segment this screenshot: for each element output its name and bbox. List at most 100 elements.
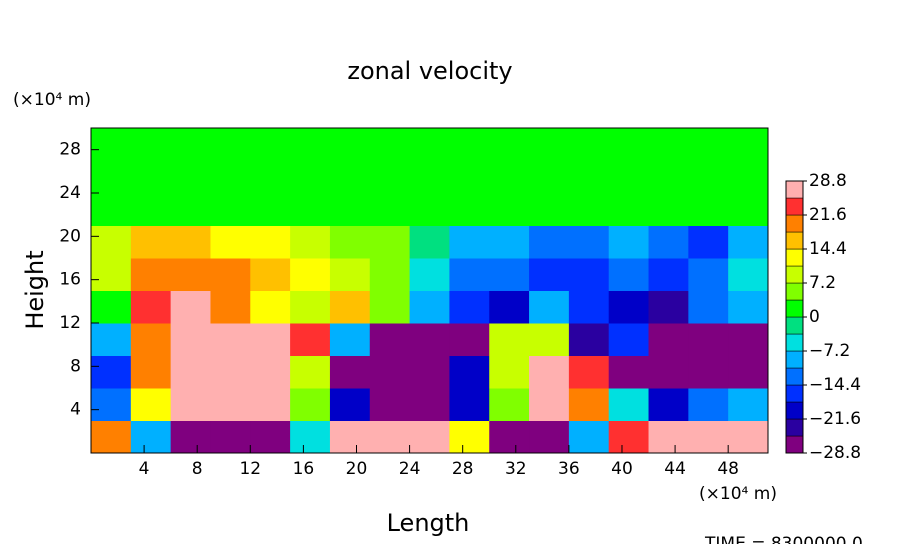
cell (250, 160, 291, 194)
colorbar-box (785, 299, 804, 318)
cell (91, 420, 132, 454)
cell (648, 323, 689, 356)
cell (688, 290, 729, 324)
cell (449, 160, 490, 194)
cell (130, 323, 172, 356)
cell (369, 290, 411, 324)
x-axis-label: Length (387, 509, 470, 537)
cell (369, 160, 411, 194)
colorbar-box (785, 367, 804, 386)
cell (449, 323, 490, 356)
cell (170, 355, 211, 389)
colorbar-box (785, 384, 804, 403)
cell (568, 225, 610, 259)
cell (648, 128, 689, 161)
cell (210, 420, 251, 454)
cell (91, 323, 132, 356)
cell (329, 225, 371, 259)
y-tick-label: 4 (70, 400, 81, 420)
cell (369, 355, 411, 389)
cell (170, 323, 211, 356)
cell (529, 128, 570, 161)
cell (91, 388, 132, 421)
x-tick-label: 32 (505, 459, 527, 479)
footer: TIME = 8300000.0 (704, 534, 863, 544)
cell (329, 258, 371, 291)
cell (728, 258, 769, 291)
cell (608, 160, 650, 194)
y-tick-label: 8 (70, 356, 81, 376)
cell (170, 128, 211, 161)
colorbar-label: 0 (809, 307, 820, 327)
cell (290, 420, 331, 454)
cell (170, 388, 211, 421)
colorbar-box (785, 248, 804, 267)
y-tick-label: 20 (59, 226, 81, 246)
cell (170, 258, 211, 291)
cell (91, 160, 132, 194)
cell (369, 388, 411, 421)
cell (170, 420, 211, 454)
cell (170, 290, 211, 324)
cell (688, 420, 729, 454)
cell (648, 355, 689, 389)
cell (568, 355, 610, 389)
cell (130, 420, 172, 454)
cell (210, 323, 251, 356)
cell (210, 193, 251, 226)
colorbar-box (785, 214, 804, 233)
y-unit: (×10⁴ m) (13, 90, 91, 110)
x-tick-label: 40 (611, 459, 633, 479)
cell (130, 355, 172, 389)
cell (648, 420, 689, 454)
cell (329, 388, 371, 421)
cell (250, 290, 291, 324)
y-axis-label: Height (21, 250, 49, 329)
cell (688, 323, 729, 356)
cell (608, 128, 650, 161)
cell (369, 258, 411, 291)
cell (688, 355, 729, 389)
cell (489, 225, 530, 259)
cell (369, 420, 411, 454)
cell (210, 388, 251, 421)
cell (329, 193, 371, 226)
cell (409, 128, 450, 161)
cell (489, 258, 530, 291)
cell (210, 160, 251, 194)
cell (329, 128, 371, 161)
cell (489, 160, 530, 194)
cell (290, 225, 331, 259)
cell (250, 225, 291, 259)
colorbar-label: 7.2 (809, 273, 836, 293)
cell (409, 225, 450, 259)
cell (409, 258, 450, 291)
colorbar-box (785, 401, 804, 420)
cell (290, 128, 331, 161)
cell (449, 128, 490, 161)
cell (409, 290, 450, 324)
cell (329, 160, 371, 194)
x-tick-label: 4 (139, 459, 150, 479)
cell (529, 290, 570, 324)
cell (369, 225, 411, 259)
cell (608, 258, 650, 291)
cell (648, 225, 689, 259)
cell (489, 388, 530, 421)
cell (688, 258, 729, 291)
cell (409, 420, 450, 454)
cell (329, 420, 371, 454)
x-tick-label: 28 (452, 459, 474, 479)
colorbar-box (785, 333, 804, 352)
cell (529, 388, 570, 421)
plot-frame (90, 127, 769, 454)
cell (369, 193, 411, 226)
cell (449, 258, 490, 291)
cell (130, 193, 172, 226)
cell (688, 193, 729, 226)
x-tick-label: 20 (346, 459, 368, 479)
x-unit: (×10⁴ m) (699, 484, 777, 504)
cell (728, 290, 769, 324)
cell (409, 193, 450, 226)
cell (250, 193, 291, 226)
